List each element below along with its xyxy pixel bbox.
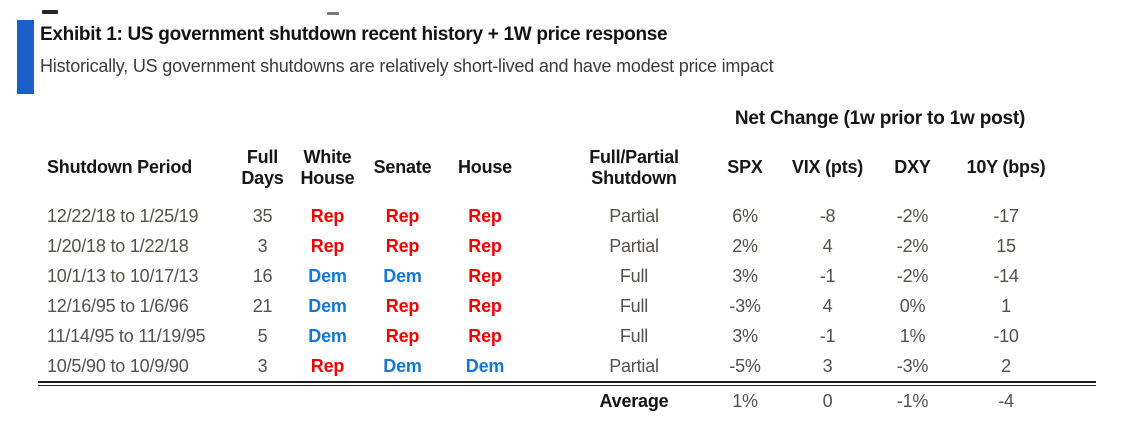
- table-cell: Dem: [383, 265, 422, 286]
- table-cell: Dem: [308, 295, 347, 316]
- average-row: Average 1% 0 -1% -4: [38, 386, 1096, 417]
- exhibit-subtitle: Historically, US government shutdowns ar…: [40, 56, 774, 76]
- table-cell: 10/1/13 to 10/17/13: [47, 265, 199, 286]
- table-cell: Rep: [468, 265, 502, 286]
- table-cell: 4: [822, 295, 833, 316]
- table-cell: Rep: [468, 235, 502, 256]
- table-cell: 1: [1001, 295, 1011, 316]
- table-cell: Rep: [385, 325, 420, 346]
- average-dxy: -1%: [896, 391, 929, 411]
- table-cell: Full: [619, 295, 649, 316]
- table-cell: -2%: [896, 205, 929, 226]
- table-cell: 3: [257, 235, 268, 256]
- table-cell: Rep: [385, 295, 420, 316]
- exhibit-title: Exhibit 1: US government shutdown recent…: [40, 24, 668, 45]
- table-cell: 11/14/95 to 11/19/95: [47, 325, 206, 346]
- table-cell: Partial: [609, 205, 659, 226]
- column-header-vix: VIX (pts): [791, 157, 864, 178]
- table-cell: Rep: [310, 355, 345, 376]
- table-cell: Rep: [468, 295, 502, 316]
- average-divider-row: [38, 381, 1097, 386]
- average-spx: 1%: [732, 391, 758, 411]
- exhibit-accent-bar: [17, 20, 34, 94]
- double-rule: [38, 381, 1097, 386]
- table-cell: -3%: [896, 355, 929, 376]
- table-cell: -17: [993, 205, 1019, 226]
- table-cell: -2%: [896, 235, 929, 256]
- average-vix: 0: [822, 391, 833, 411]
- table-cell: Rep: [468, 205, 502, 226]
- table-cell: Full: [619, 265, 649, 286]
- table-cell: 10/5/90 to 10/9/90: [47, 355, 189, 376]
- table-cell: -10: [993, 325, 1019, 346]
- column-header-row: Shutdown Period Full Days White House Se…: [38, 135, 1096, 201]
- table-cell: Rep: [310, 235, 345, 256]
- table-cell: 0%: [899, 295, 926, 316]
- table-cell: 1%: [899, 325, 926, 346]
- table-cell: Dem: [308, 265, 347, 286]
- table-cell: Partial: [609, 235, 659, 256]
- table-cell: -1: [819, 325, 836, 346]
- table-cell: 2%: [732, 235, 758, 256]
- table-cell: 1/20/18 to 1/22/18: [47, 235, 189, 256]
- table-cell: Rep: [310, 205, 345, 226]
- net-change-group-header: Net Change (1w prior to 1w post): [734, 107, 1026, 129]
- table-cell: 35: [252, 205, 273, 226]
- column-header-spx: SPX: [727, 157, 763, 178]
- table-cell: 21: [252, 295, 273, 316]
- column-header-10y: 10Y (bps): [966, 157, 1046, 178]
- column-header-house: House: [457, 157, 512, 178]
- table-row: 12/22/18 to 1/25/19 35 Rep Rep Rep Partial 6% -…: [38, 201, 1096, 231]
- table-cell: 12/16/95 to 1/6/96: [47, 295, 189, 316]
- table-cell: 5: [257, 325, 268, 346]
- table-cell: Rep: [385, 205, 420, 226]
- group-header-spacer: [38, 103, 710, 135]
- table-cell: 12/22/18 to 1/25/19: [47, 205, 199, 226]
- table-cell: Rep: [385, 235, 420, 256]
- column-header-dxy: DXY: [894, 157, 931, 178]
- table-cell: -3%: [729, 295, 761, 316]
- table-cell: -14: [993, 265, 1019, 286]
- average-label: Average: [599, 391, 669, 411]
- table-cell: Full: [619, 325, 649, 346]
- column-header-shutdown-period: Shutdown Period: [47, 157, 192, 178]
- table-cell: 3: [257, 355, 268, 376]
- table-row: 10/1/13 to 10/17/13 16 Dem Dem Rep Full 3% -1 -2…: [38, 261, 1096, 291]
- table-cell: 3%: [732, 265, 758, 286]
- table-cell: Dem: [308, 325, 347, 346]
- shutdown-history-table: Net Change (1w prior to 1w post) Shutdow…: [38, 103, 1097, 417]
- column-header-senate: Senate: [373, 157, 432, 178]
- table-cell: 6%: [732, 205, 758, 226]
- table-cell: Dem: [383, 355, 422, 376]
- table-cell: Partial: [609, 355, 659, 376]
- table-cell: 4: [822, 235, 833, 256]
- table-cell: Dem: [465, 355, 505, 376]
- column-header-full-days: Full Days: [241, 146, 284, 188]
- table-cell: -1: [819, 265, 836, 286]
- table-cell: -8: [819, 205, 836, 226]
- table-row: 12/16/95 to 1/6/96 21 Dem Rep Rep Full -3% 4 0% 1: [38, 291, 1096, 321]
- table-row: 1/20/18 to 1/22/18 3 Rep Rep Rep Partial 2% 4 -2…: [38, 231, 1096, 261]
- average-10y: -4: [998, 391, 1014, 411]
- column-header-white-house: White House: [300, 146, 355, 188]
- table-row: 11/14/95 to 11/19/95 5 Dem Rep Rep Full 3% -1 1%…: [38, 321, 1096, 351]
- table-cell: -2%: [896, 265, 929, 286]
- table-cell: 15: [996, 235, 1016, 256]
- group-header-row: Net Change (1w prior to 1w post): [38, 103, 1096, 135]
- table-row: 10/5/90 to 10/9/90 3 Rep Dem Dem Partial -5% 3 -…: [38, 351, 1096, 381]
- table-cell: 2: [1001, 355, 1011, 376]
- column-header-full-partial: Full/Partial Shutdown: [589, 146, 679, 188]
- cropped-text-artifact: [327, 12, 339, 15]
- table-cell: 3%: [732, 325, 758, 346]
- table-cell: Rep: [468, 325, 502, 346]
- table-cell: 3: [822, 355, 833, 376]
- table-cell: 16: [252, 265, 273, 286]
- table-body: 12/22/18 to 1/25/19 35 Rep Rep Rep Partial 6% -…: [38, 201, 1096, 381]
- table-cell: -5%: [729, 355, 761, 376]
- cropped-text-artifact: [42, 10, 58, 14]
